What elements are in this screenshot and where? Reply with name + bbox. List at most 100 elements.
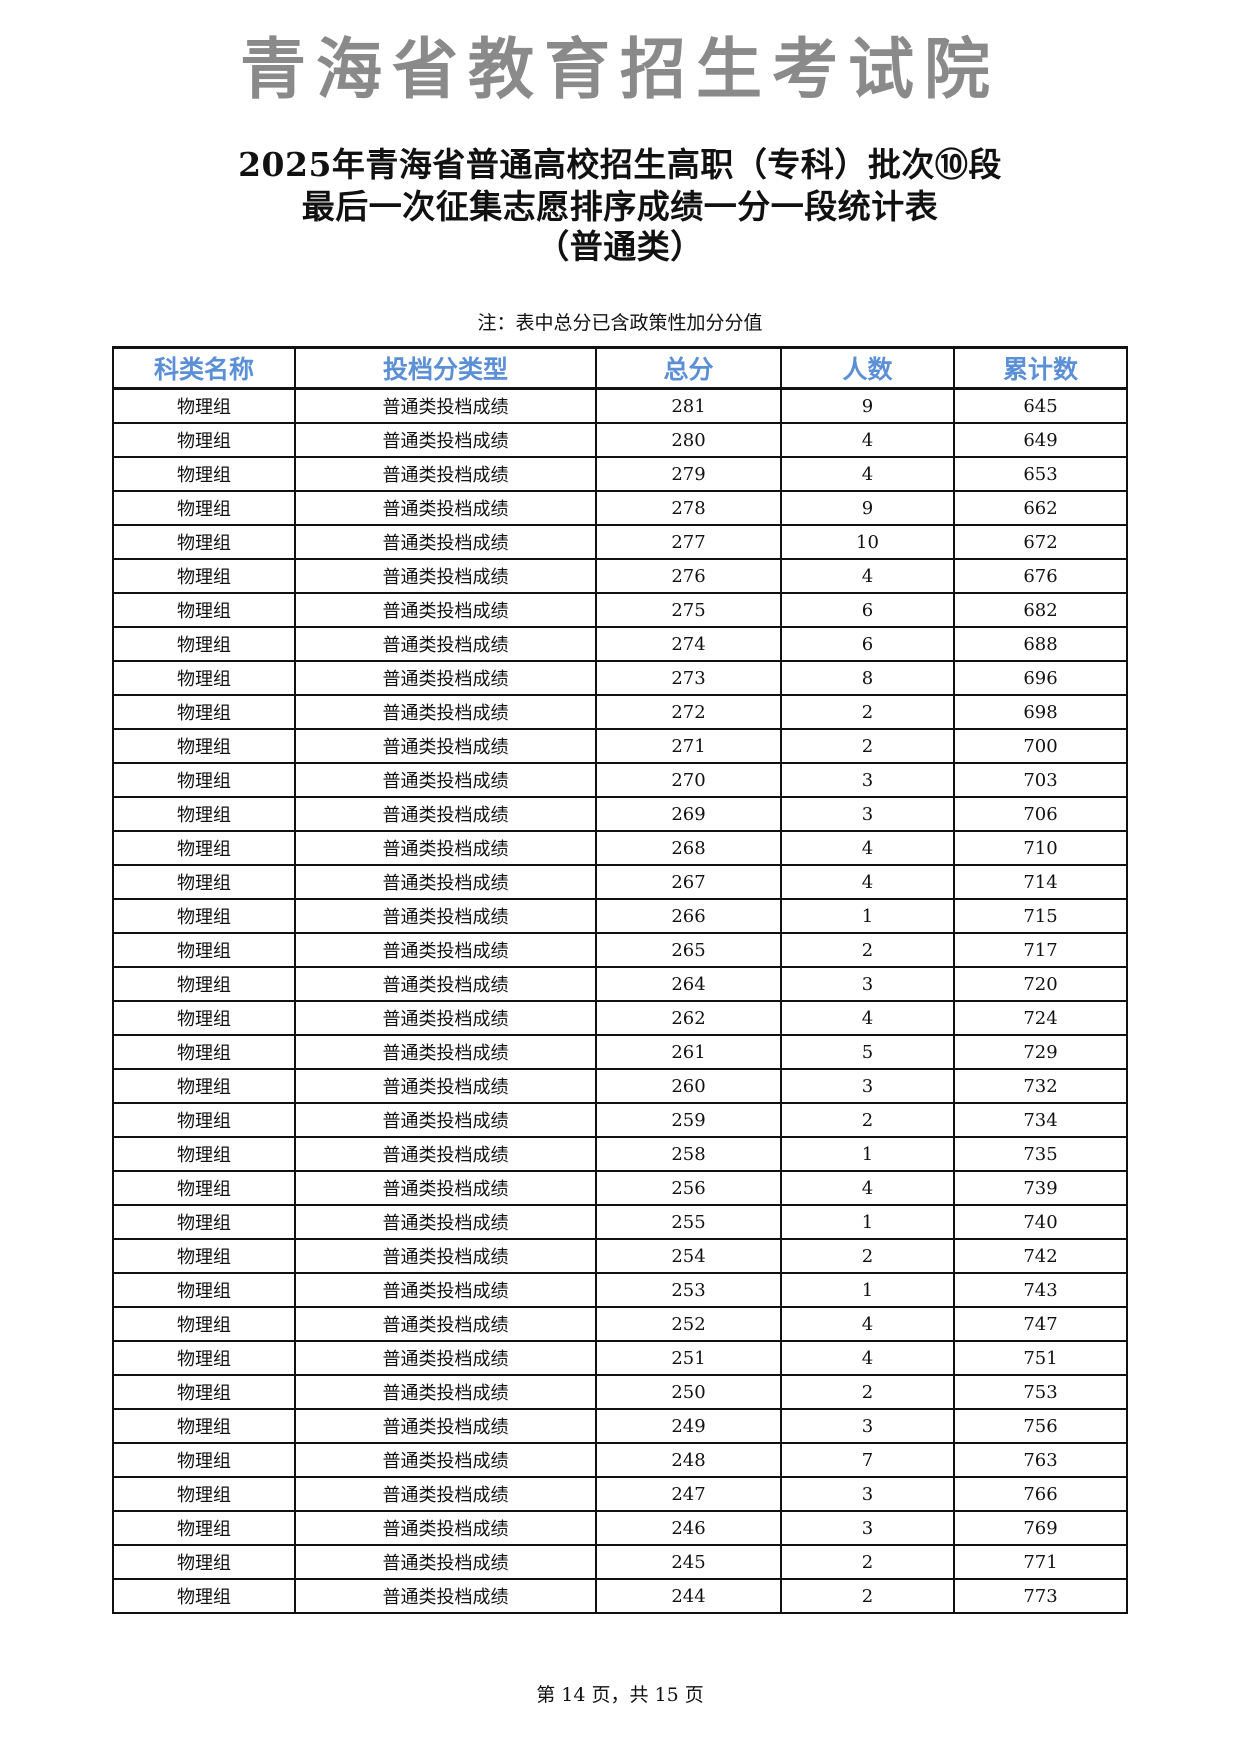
- table-cell: 275: [595, 592, 782, 628]
- table-cell: 264: [595, 966, 782, 1002]
- table-cell: 普通类投档成绩: [294, 1544, 597, 1580]
- table-cell: 物理组: [112, 1000, 296, 1036]
- table-cell: 普通类投档成绩: [294, 1238, 597, 1274]
- table-cell: 物理组: [112, 1170, 296, 1206]
- table-cell: 734: [953, 1102, 1128, 1138]
- table-cell: 普通类投档成绩: [294, 1000, 597, 1036]
- table-header-row: 科类名称 投档分类型 总分 人数 累计数: [112, 346, 1128, 390]
- table-row: 物理组 普通类投档成绩 274 6 688: [112, 626, 1128, 662]
- table-cell: 2: [780, 728, 955, 764]
- table-cell: 物理组: [112, 932, 296, 968]
- table-note: 注：表中总分已含政策性加分分值: [477, 312, 763, 334]
- table-cell: 251: [595, 1340, 782, 1376]
- table-cell: 物理组: [112, 1374, 296, 1410]
- table-cell: 1: [780, 1272, 955, 1308]
- table-cell: 3: [780, 1510, 955, 1546]
- table-row: 物理组 普通类投档成绩 260 3 732: [112, 1068, 1128, 1104]
- table-row: 物理组 普通类投档成绩 268 4 710: [112, 830, 1128, 866]
- table-row: 物理组 普通类投档成绩 252 4 747: [112, 1306, 1128, 1342]
- table-cell: 688: [953, 626, 1128, 662]
- table-cell: 8: [780, 660, 955, 696]
- table-cell: 物理组: [112, 490, 296, 526]
- table-cell: 物理组: [112, 1544, 296, 1580]
- table-cell: 物理组: [112, 694, 296, 730]
- table-cell: 729: [953, 1034, 1128, 1070]
- title-line-1: 2025年青海省普通高校招生高职（专科）批次⑩段: [238, 145, 1002, 184]
- table-row: 物理组 普通类投档成绩 255 1 740: [112, 1204, 1128, 1240]
- table-row: 物理组 普通类投档成绩 254 2 742: [112, 1238, 1128, 1274]
- table-cell: 物理组: [112, 1102, 296, 1138]
- table-cell: 6: [780, 626, 955, 662]
- column-header: 投档分类型: [294, 346, 597, 390]
- table-cell: 普通类投档成绩: [294, 1272, 597, 1308]
- table-cell: 1: [780, 1204, 955, 1240]
- table-row: 物理组 普通类投档成绩 262 4 724: [112, 1000, 1128, 1036]
- table-cell: 物理组: [112, 1306, 296, 1342]
- table-cell: 普通类投档成绩: [294, 1136, 597, 1172]
- table-row: 物理组 普通类投档成绩 256 4 739: [112, 1170, 1128, 1206]
- table-cell: 物理组: [112, 456, 296, 492]
- table-cell: 266: [595, 898, 782, 934]
- table-cell: 649: [953, 422, 1128, 458]
- table-cell: 普通类投档成绩: [294, 660, 597, 696]
- page-footer: 第 14 页，共 15 页: [536, 1684, 704, 1706]
- table-cell: 普通类投档成绩: [294, 456, 597, 492]
- table-cell: 物理组: [112, 728, 296, 764]
- table-cell: 普通类投档成绩: [294, 694, 597, 730]
- table-cell: 物理组: [112, 898, 296, 934]
- table-cell: 物理组: [112, 830, 296, 866]
- table-cell: 物理组: [112, 796, 296, 832]
- table-cell: 715: [953, 898, 1128, 934]
- table-cell: 732: [953, 1068, 1128, 1104]
- table-cell: 246: [595, 1510, 782, 1546]
- table-row: 物理组 普通类投档成绩 250 2 753: [112, 1374, 1128, 1410]
- table-cell: 751: [953, 1340, 1128, 1376]
- table-row: 物理组 普通类投档成绩 278 9 662: [112, 490, 1128, 526]
- table-cell: 265: [595, 932, 782, 968]
- table-row: 物理组 普通类投档成绩 271 2 700: [112, 728, 1128, 764]
- table-cell: 物理组: [112, 1510, 296, 1546]
- table-cell: 724: [953, 1000, 1128, 1036]
- table-row: 物理组 普通类投档成绩 275 6 682: [112, 592, 1128, 628]
- table-cell: 普通类投档成绩: [294, 1170, 597, 1206]
- table-row: 物理组 普通类投档成绩 273 8 696: [112, 660, 1128, 696]
- table-cell: 普通类投档成绩: [294, 796, 597, 832]
- table-cell: 2: [780, 932, 955, 968]
- table-cell: 普通类投档成绩: [294, 1476, 597, 1512]
- table-cell: 3: [780, 1068, 955, 1104]
- table-cell: 676: [953, 558, 1128, 594]
- table-cell: 普通类投档成绩: [294, 387, 597, 424]
- table-cell: 740: [953, 1204, 1128, 1240]
- table-cell: 普通类投档成绩: [294, 1340, 597, 1376]
- table-cell: 4: [780, 830, 955, 866]
- table-cell: 773: [953, 1578, 1128, 1614]
- table-cell: 769: [953, 1510, 1128, 1546]
- table-cell: 739: [953, 1170, 1128, 1206]
- table-cell: 270: [595, 762, 782, 798]
- table-cell: 277: [595, 524, 782, 560]
- table-cell: 普通类投档成绩: [294, 524, 597, 560]
- table-cell: 2: [780, 1544, 955, 1580]
- table-cell: 717: [953, 932, 1128, 968]
- table-cell: 743: [953, 1272, 1128, 1308]
- table-row: 物理组 普通类投档成绩 270 3 703: [112, 762, 1128, 798]
- column-header: 人数: [780, 346, 955, 390]
- table-cell: 物理组: [112, 1068, 296, 1104]
- table-cell: 普通类投档成绩: [294, 864, 597, 900]
- table-cell: 物理组: [112, 1340, 296, 1376]
- table-cell: 258: [595, 1136, 782, 1172]
- table-cell: 物理组: [112, 1408, 296, 1444]
- table-cell: 普通类投档成绩: [294, 898, 597, 934]
- table-cell: 268: [595, 830, 782, 866]
- table-row: 物理组 普通类投档成绩 259 2 734: [112, 1102, 1128, 1138]
- table-row: 物理组 普通类投档成绩 265 2 717: [112, 932, 1128, 968]
- table-cell: 物理组: [112, 1578, 296, 1614]
- table-cell: 4: [780, 558, 955, 594]
- table-cell: 2: [780, 1578, 955, 1614]
- table-cell: 4: [780, 1306, 955, 1342]
- table-row: 物理组 普通类投档成绩 244 2 773: [112, 1578, 1128, 1614]
- table-cell: 259: [595, 1102, 782, 1138]
- table-cell: 物理组: [112, 558, 296, 594]
- table-cell: 280: [595, 422, 782, 458]
- table-cell: 6: [780, 592, 955, 628]
